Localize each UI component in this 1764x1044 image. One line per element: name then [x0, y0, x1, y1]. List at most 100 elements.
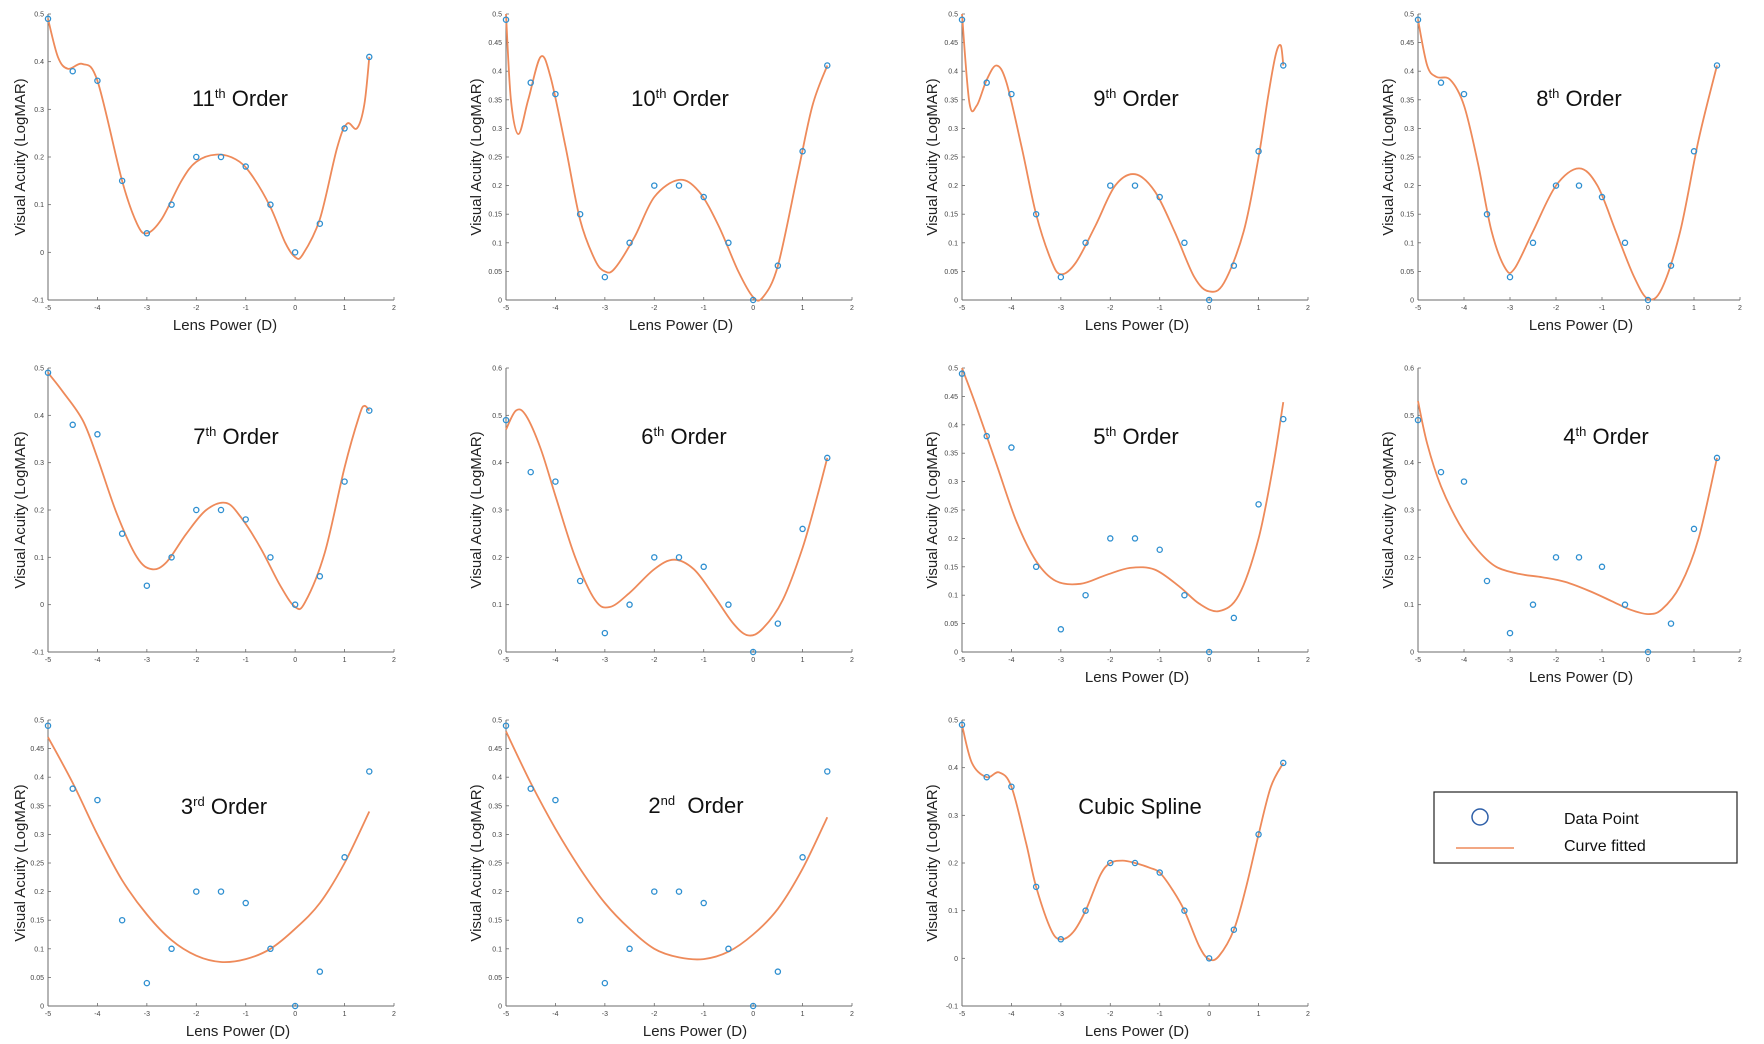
subplot-9: -5 -4 -3 -2 -1 0 1 2 0 0.05 0.1 0.15 0.2 0.25 0.3 0.35 0… [12, 718, 396, 1041]
data-point [1255, 501, 1262, 508]
y-tick-label: 0.45 [1400, 40, 1414, 47]
y-tick-label: 0.4 [34, 413, 44, 420]
data-point [1460, 90, 1468, 98]
data-point [316, 220, 324, 227]
subplot-title: 5th Order [1093, 424, 1178, 449]
y-tick-label: 0.2 [948, 861, 958, 868]
y-tick-label: 0.15 [1400, 212, 1414, 219]
data-point [1598, 193, 1606, 201]
data-point [1483, 577, 1491, 585]
title-superscript: th [1106, 86, 1117, 101]
subplot-title: 6th Order [641, 424, 726, 449]
y-tick-label: 0.5 [34, 12, 44, 19]
x-tick-label: -4 [552, 305, 558, 312]
y-tick-label: 0.1 [1404, 240, 1414, 247]
x-tick-label: -5 [959, 1011, 965, 1018]
y-tick-label: 0.05 [488, 975, 502, 982]
y-tick-label: 0.3 [34, 832, 44, 839]
subplot-title: 11th Order [192, 86, 288, 111]
y-tick-label: 0.2 [948, 536, 958, 543]
data-point [341, 478, 348, 485]
data-point [1437, 468, 1445, 476]
x-tick-label: -3 [602, 1011, 608, 1018]
y-tick-label: 0.5 [492, 12, 502, 19]
y-tick-label: 0.45 [944, 40, 958, 47]
data-point [700, 563, 707, 571]
title-superscript: th [654, 424, 665, 439]
x-tick-label: 1 [343, 305, 347, 312]
data-point [1598, 563, 1606, 571]
subplot-title: 8th Order [1536, 86, 1621, 111]
data-point [552, 796, 559, 804]
data-point [1107, 182, 1114, 189]
data-point [366, 768, 373, 775]
data-point [1690, 148, 1698, 155]
x-tick-label: -5 [959, 305, 965, 312]
title-superscript: nd [661, 793, 675, 808]
y-tick-label: 0.2 [34, 508, 44, 515]
y-tick-label: 0.2 [34, 155, 44, 162]
data-point [774, 262, 782, 269]
legend-box [1433, 791, 1738, 864]
x-tick-label: -2 [651, 1011, 657, 1018]
data-point [626, 945, 633, 953]
x-tick-label: -4 [552, 1011, 558, 1018]
data-point [1255, 831, 1262, 838]
data-point [168, 201, 175, 208]
data-point [749, 296, 757, 304]
title-main: 3 [181, 794, 193, 819]
x-tick-label: -1 [243, 305, 249, 312]
y-tick-label: 0.1 [492, 602, 502, 609]
data-point [242, 899, 249, 907]
x-axis-label: Lens Power (D) [1529, 317, 1633, 334]
x-axis-label: Lens Power (D) [186, 1023, 290, 1040]
title-rest: Order [675, 793, 743, 818]
y-tick-label: 0.3 [34, 107, 44, 114]
title-rest: Order [205, 794, 267, 819]
data-point [651, 182, 658, 189]
title-rest: Order [666, 86, 728, 111]
title-main: 2 [648, 793, 660, 818]
data-point [94, 77, 101, 84]
data-point [1667, 262, 1675, 269]
y-axis-label: Visual Acuity (LogMAR) [924, 431, 941, 588]
y-tick-label: 0.25 [488, 861, 502, 868]
x-tick-label: -5 [503, 657, 509, 664]
x-tick-label: -2 [651, 305, 657, 312]
data-point [69, 67, 76, 75]
y-tick-label: 0.15 [944, 212, 958, 219]
title-rest: Order [1559, 86, 1621, 111]
y-tick-label: 0.05 [944, 269, 958, 276]
data-point [44, 15, 52, 23]
x-tick-label: 2 [1306, 657, 1310, 664]
subplot-10: -5 -4 -3 -2 -1 0 1 2 0 0.05 0.1 0.15 0.2 0.25 0.3 0.35 0… [468, 718, 854, 1041]
y-tick-label: 0 [498, 1004, 502, 1011]
data-point [217, 888, 225, 895]
data-point [143, 230, 151, 237]
data-point [44, 722, 52, 729]
data-point [527, 468, 534, 476]
data-point [824, 768, 831, 775]
y-tick-label: 0.1 [492, 240, 502, 247]
data-point [1008, 444, 1015, 451]
x-tick-label: 2 [1306, 1011, 1310, 1018]
y-tick-label: 0.1 [34, 555, 44, 562]
x-tick-label: 0 [751, 305, 755, 312]
y-tick-label: 0.35 [488, 97, 502, 104]
data-point [576, 916, 584, 924]
subplot-4: -5 -4 -3 -2 -1 0 1 2 0 0.05 0.1 0.15 0.2 0.25 0.3 0.35 0… [1380, 12, 1742, 335]
x-tick-label: -2 [1107, 1011, 1113, 1018]
x-tick-label: -4 [1008, 305, 1014, 312]
data-point [1255, 148, 1262, 155]
data-point [675, 182, 683, 189]
y-tick-label: 0.3 [1404, 508, 1414, 515]
y-tick-label: 0.15 [944, 564, 958, 571]
data-point [651, 888, 658, 895]
data-point [291, 1002, 299, 1010]
y-tick-label: 0.45 [488, 746, 502, 753]
x-tick-label: -3 [1507, 305, 1513, 312]
data-point [576, 210, 584, 218]
data-point [1082, 239, 1089, 247]
data-point [118, 530, 126, 537]
